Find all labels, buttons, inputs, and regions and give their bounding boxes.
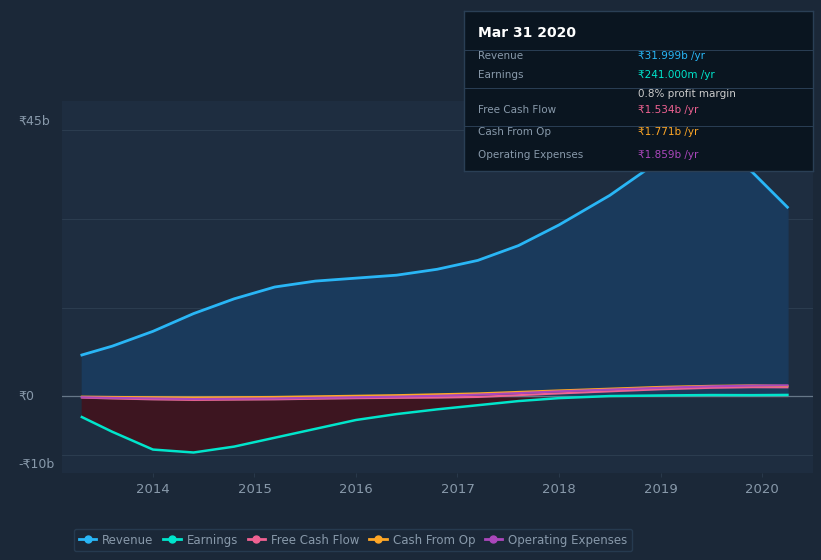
Text: Revenue: Revenue [478,51,523,61]
Text: Operating Expenses: Operating Expenses [478,150,583,160]
Legend: Revenue, Earnings, Free Cash Flow, Cash From Op, Operating Expenses: Revenue, Earnings, Free Cash Flow, Cash … [74,529,632,551]
Text: ₹1.771b /yr: ₹1.771b /yr [639,128,699,138]
Text: ₹241.000m /yr: ₹241.000m /yr [639,70,715,80]
Text: 0.8% profit margin: 0.8% profit margin [639,89,736,99]
Text: ₹1.859b /yr: ₹1.859b /yr [639,150,699,160]
Text: Mar 31 2020: Mar 31 2020 [478,26,576,40]
Text: Free Cash Flow: Free Cash Flow [478,105,556,115]
Text: ₹45b: ₹45b [18,115,50,128]
Text: Earnings: Earnings [478,70,523,80]
Text: ₹1.534b /yr: ₹1.534b /yr [639,105,699,115]
Text: -₹10b: -₹10b [18,458,54,472]
Text: Cash From Op: Cash From Op [478,128,551,138]
Text: ₹0: ₹0 [18,390,34,403]
Text: ₹31.999b /yr: ₹31.999b /yr [639,51,705,61]
